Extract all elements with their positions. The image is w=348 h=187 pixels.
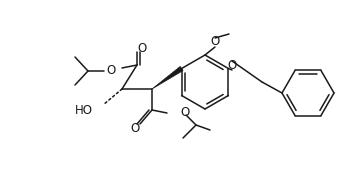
- Text: O: O: [137, 42, 147, 54]
- Text: O: O: [227, 59, 237, 71]
- Polygon shape: [152, 66, 183, 89]
- Text: O: O: [180, 105, 190, 119]
- Text: O: O: [130, 122, 140, 136]
- Text: O: O: [211, 34, 220, 47]
- Text: O: O: [106, 64, 116, 76]
- Text: HO: HO: [75, 103, 93, 117]
